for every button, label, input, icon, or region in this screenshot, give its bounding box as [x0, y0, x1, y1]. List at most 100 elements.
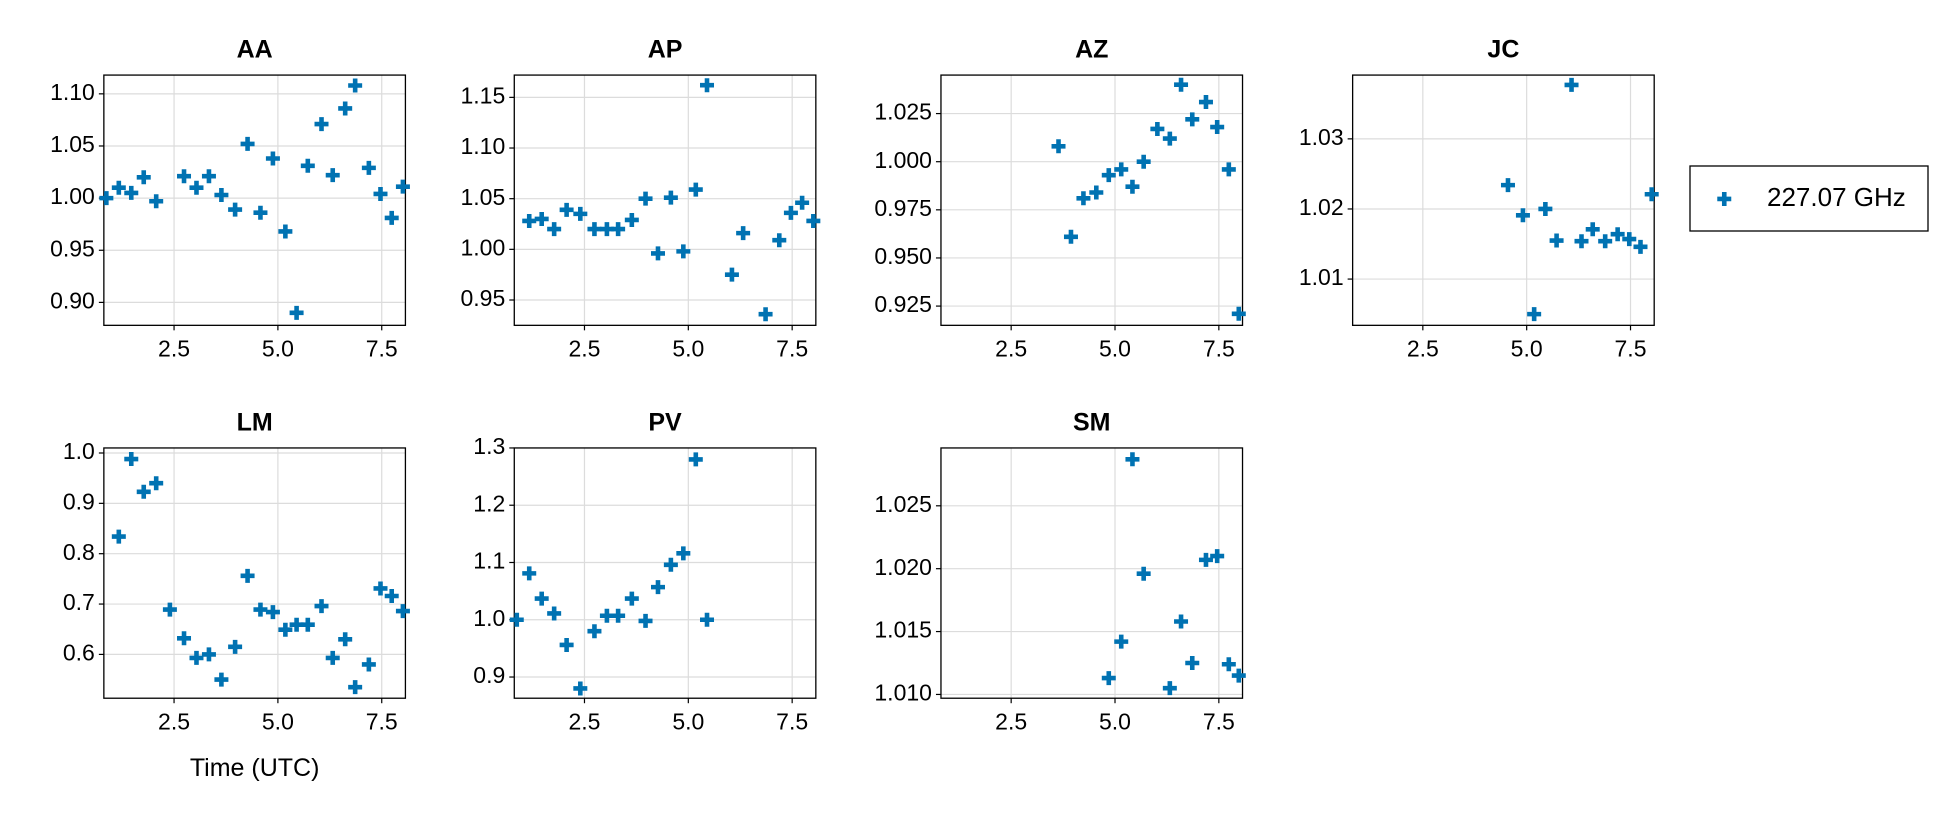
y-tick-label: 1.00	[50, 183, 95, 209]
point	[1231, 668, 1246, 683]
point	[1515, 208, 1530, 223]
point	[724, 267, 739, 282]
y-tick-label: 1.10	[50, 79, 95, 105]
point	[1125, 452, 1140, 467]
point	[1150, 121, 1165, 136]
point	[111, 529, 126, 544]
point	[534, 211, 549, 226]
point	[650, 246, 665, 261]
point	[547, 606, 562, 621]
point	[1231, 306, 1246, 321]
point	[278, 622, 293, 637]
point	[99, 191, 114, 206]
point	[265, 605, 280, 620]
point	[300, 617, 315, 632]
point	[240, 568, 255, 583]
y-tick-label: 1.02	[1299, 194, 1344, 220]
point	[638, 613, 653, 628]
point	[1585, 222, 1600, 237]
point	[1101, 168, 1116, 183]
y-tick-label: 1.00	[461, 234, 506, 260]
x-tick-label: 2.5	[1407, 335, 1439, 361]
y-tick-label: 1.020	[874, 554, 932, 580]
plot-frame	[103, 447, 407, 699]
point	[228, 202, 243, 217]
panel-title: PV	[648, 409, 682, 437]
point	[314, 599, 329, 614]
point	[1114, 162, 1129, 177]
point	[688, 182, 703, 197]
point	[214, 672, 229, 687]
legend-marker	[1717, 191, 1732, 206]
point	[124, 185, 139, 200]
panel-title: AZ	[1075, 36, 1108, 64]
point	[348, 680, 363, 695]
x-tick-label: 2.5	[568, 708, 600, 734]
legend: 227.07 GHz	[1689, 165, 1929, 232]
point	[547, 222, 562, 237]
panel: AZ 0.925 0.950 0.975 1.000 1.025 2.5 5.0 7.5	[874, 36, 1246, 361]
x-tick-label: 5.0	[672, 708, 704, 734]
y-tick-label: 1.15	[461, 82, 506, 108]
point	[1598, 234, 1613, 249]
panel: SM 1.010 1.015 1.020 1.025 2.5 5.0 7.5	[874, 409, 1246, 734]
y-tick-label: 1.0	[63, 438, 95, 464]
point	[736, 226, 751, 241]
x-tick-label: 5.0	[672, 335, 704, 361]
point	[1051, 139, 1066, 154]
point	[509, 612, 524, 627]
point	[314, 117, 329, 132]
point	[149, 194, 164, 209]
point	[373, 581, 388, 596]
point	[1221, 657, 1236, 672]
point	[1136, 566, 1151, 581]
y-tick-label: 0.9	[473, 662, 505, 688]
point	[1221, 162, 1236, 177]
point	[325, 650, 340, 665]
plot-frame	[513, 447, 817, 699]
point	[201, 647, 216, 662]
point	[573, 206, 588, 221]
point	[300, 158, 315, 173]
point	[373, 186, 388, 201]
x-axis-label: Time (UTC)	[190, 754, 320, 782]
panel-title: JC	[1487, 36, 1519, 64]
point	[1076, 191, 1091, 206]
y-tick-label: 1.10	[461, 133, 506, 159]
y-tick-label: 1.025	[874, 99, 932, 125]
point	[1210, 120, 1225, 135]
point	[348, 78, 363, 93]
point	[136, 170, 151, 185]
point	[201, 169, 216, 184]
x-tick-label: 5.0	[262, 335, 294, 361]
x-tick-label: 5.0	[1511, 335, 1543, 361]
point	[1185, 112, 1200, 127]
point	[189, 650, 204, 665]
point	[783, 205, 798, 220]
y-tick-label: 0.90	[50, 287, 95, 313]
point	[384, 210, 399, 225]
legend-label: 227.07 GHz	[1767, 182, 1906, 212]
point	[806, 213, 821, 228]
y-tick-label: 1.05	[461, 184, 506, 210]
point	[189, 180, 204, 195]
point	[611, 222, 626, 237]
x-tick-label: 2.5	[995, 335, 1027, 361]
y-tick-label: 0.8	[63, 539, 95, 565]
point	[534, 591, 549, 606]
x-tick-label: 2.5	[568, 335, 600, 361]
y-tick-label: 1.0	[473, 605, 505, 631]
point	[624, 212, 639, 227]
point	[162, 602, 177, 617]
point	[325, 168, 340, 183]
point	[124, 452, 139, 467]
panel: AP 0.95 1.00 1.05 1.10 1.15 2.5 5.0 7.5	[461, 36, 821, 361]
point	[1633, 239, 1648, 254]
y-tick-label: 1.05	[50, 131, 95, 157]
x-tick-label: 7.5	[366, 335, 398, 361]
point	[338, 101, 353, 116]
x-tick-label: 7.5	[1615, 335, 1647, 361]
point	[177, 169, 192, 184]
